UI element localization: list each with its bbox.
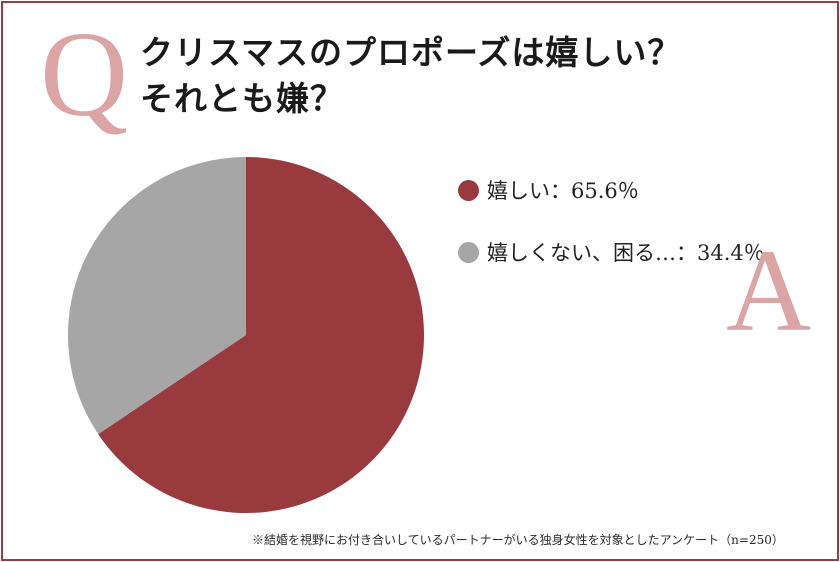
legend-marker-no — [458, 241, 479, 263]
legend-item-no: 嬉しくない、困る…：34.4％ — [458, 234, 765, 270]
question-line-1: クリスマスのプロポーズは嬉しい？ — [140, 33, 682, 72]
pie-slice-yes — [98, 157, 424, 513]
legend-label-no: 嬉しくない、困る…：34.4％ — [487, 241, 765, 265]
legend-label-yes: 嬉しい：65.6％ — [487, 179, 639, 203]
question-title: クリスマスのプロポーズは嬉しい？ それとも嫌？ — [140, 30, 681, 122]
legend-marker-yes — [458, 179, 479, 201]
a-letter: A — [726, 225, 812, 356]
legend-item-yes: 嬉しい：65.6％ — [458, 172, 765, 208]
question-line-2: それとも嫌？ — [140, 79, 344, 118]
q-letter: Q — [40, 7, 129, 142]
legend: 嬉しい：65.6％ 嬉しくない、困る…：34.4％ — [458, 172, 765, 296]
footnote: ※結婚を視野にお付き合いしているパートナーがいる独身女性を対象としたアンケート（… — [252, 533, 784, 547]
pie-slice-no — [67, 157, 247, 435]
